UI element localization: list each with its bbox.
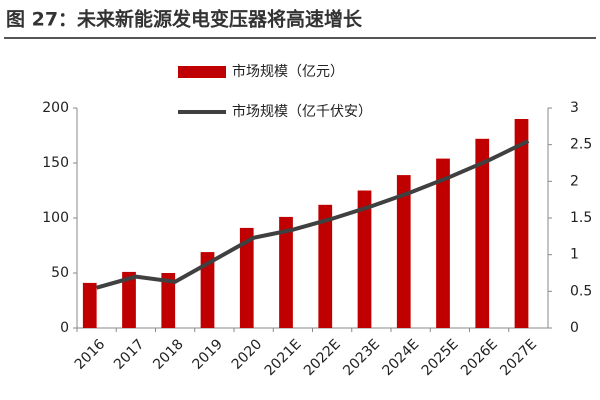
legend-swatch bbox=[178, 66, 226, 78]
x-tick-label: 2016 bbox=[72, 336, 109, 373]
legend-label: 市场规模（亿元） bbox=[232, 63, 344, 80]
bar bbox=[239, 227, 254, 328]
bar bbox=[475, 138, 490, 328]
y2-tick-label: 0.5 bbox=[570, 283, 592, 299]
y2-tick-label: 1 bbox=[570, 247, 579, 263]
x-tick-label: 2017 bbox=[111, 336, 148, 373]
line bbox=[96, 139, 530, 290]
x-tick-label: 2024E bbox=[380, 336, 423, 379]
x-tick-label: 2021E bbox=[262, 336, 305, 379]
y2-tick-label: 2.5 bbox=[570, 137, 592, 153]
legend-label: 市场规模（亿千伏安） bbox=[232, 103, 372, 120]
bar bbox=[514, 119, 529, 328]
y2-tick-label: 2 bbox=[570, 173, 579, 189]
y2-tick-label: 1.5 bbox=[570, 210, 592, 226]
y-tick-label: 200 bbox=[42, 100, 69, 116]
bar bbox=[436, 158, 450, 328]
x-tick-label: 2025E bbox=[419, 336, 462, 379]
bar bbox=[161, 273, 176, 328]
y-tick-label: 50 bbox=[51, 265, 69, 281]
y-tick-label: 100 bbox=[42, 210, 69, 226]
y2-tick-label: 0 bbox=[570, 320, 579, 336]
bar bbox=[122, 271, 136, 328]
x-tick-label: 2026E bbox=[458, 336, 501, 379]
x-tick-label: 2019 bbox=[190, 336, 227, 373]
x-tick-label: 2023E bbox=[340, 336, 383, 379]
bar bbox=[279, 216, 293, 328]
x-tick-label: 2020 bbox=[229, 336, 266, 373]
x-tick-label: 2027E bbox=[497, 336, 540, 379]
bar bbox=[357, 190, 372, 328]
bar bbox=[396, 175, 411, 328]
x-tick-label: 2018 bbox=[150, 336, 187, 373]
y2-tick-label: 3 bbox=[570, 100, 579, 116]
bar bbox=[82, 282, 97, 328]
bar bbox=[318, 204, 333, 328]
y-tick-label: 0 bbox=[60, 320, 69, 336]
chart-title: 图 27：未来新能源发电变压器将高速增长 bbox=[6, 8, 363, 31]
x-tick-label: 2022E bbox=[301, 336, 344, 379]
bar bbox=[200, 252, 215, 328]
y-tick-label: 150 bbox=[42, 155, 69, 171]
